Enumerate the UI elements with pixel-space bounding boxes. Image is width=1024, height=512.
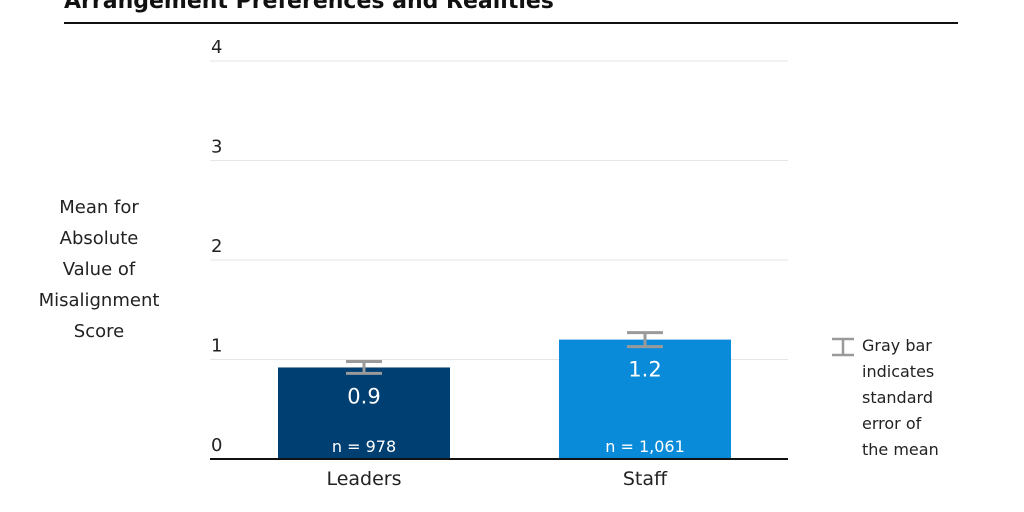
data-label: 1.2 xyxy=(628,358,661,382)
error-bar-icon xyxy=(832,337,854,357)
n-label: n = 978 xyxy=(332,437,396,456)
title-rule xyxy=(64,22,958,24)
y-tick-label: 0 xyxy=(211,435,222,456)
legend-line: standard xyxy=(862,388,933,407)
legend-line: error of xyxy=(862,414,922,433)
legend-text: Gray bar indicates standard error of the… xyxy=(862,333,962,463)
y-tick-label: 3 xyxy=(211,137,222,158)
y-axis-label-line: Mean for xyxy=(59,197,139,218)
y-axis-label-line: Misalignment xyxy=(38,290,160,311)
y-axis-label-line: Absolute xyxy=(59,228,139,249)
y-tick-label: 2 xyxy=(211,236,222,257)
n-label: n = 1,061 xyxy=(605,437,685,456)
y-tick-label: 4 xyxy=(211,37,222,58)
x-tick-label: Staff xyxy=(623,468,668,490)
legend-line: Gray bar xyxy=(862,336,932,355)
bar-leaders xyxy=(278,367,450,459)
legend-line: indicates xyxy=(862,362,935,381)
data-label: 0.9 xyxy=(347,384,380,408)
y-axis-label-line: Score xyxy=(73,321,125,342)
bar-staff xyxy=(559,339,731,459)
y-axis-label-line: Value of xyxy=(62,259,136,280)
legend-line: the mean xyxy=(862,440,939,459)
chart-title: Arrangement Preferences and Realities xyxy=(64,0,554,14)
y-tick-label: 1 xyxy=(211,336,222,357)
x-tick-label: Leaders xyxy=(326,468,401,490)
y-axis-label: Mean for Absolute Value of Misalignment … xyxy=(28,192,170,347)
